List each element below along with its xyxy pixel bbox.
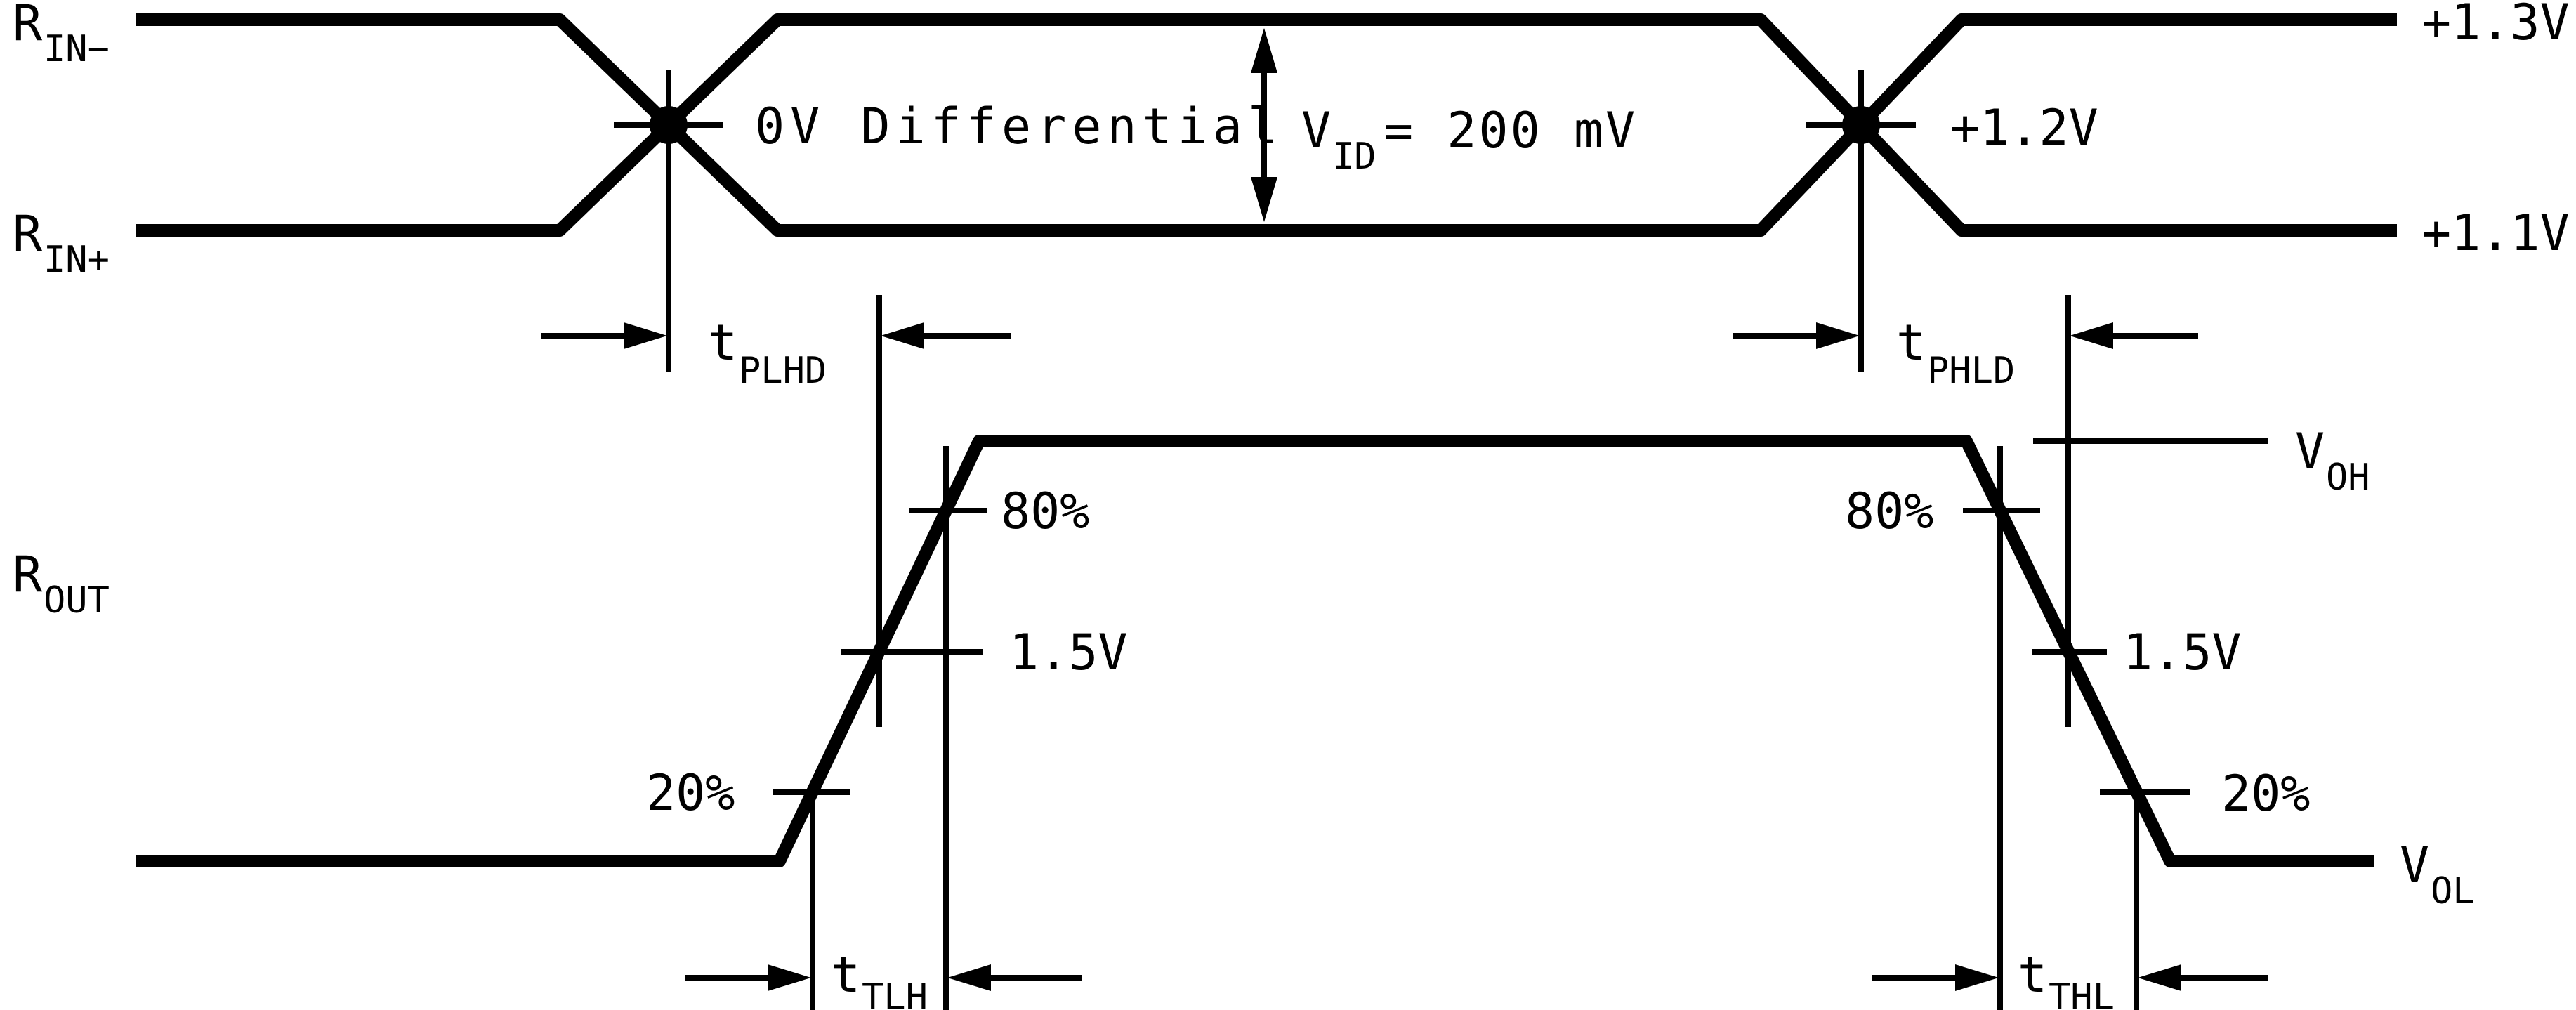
tplhd-label: t PLHD bbox=[708, 314, 827, 392]
tthl-label: t THL bbox=[2018, 946, 2115, 1010]
rin-minus-sub: IN− bbox=[44, 28, 110, 70]
rin-plus-sub: IN+ bbox=[44, 239, 110, 281]
vid-sub: ID bbox=[1332, 136, 1376, 178]
rise-1v5-label: 1.5V bbox=[1009, 624, 1128, 681]
vol-sub: OL bbox=[2431, 870, 2475, 912]
ttlh-arrowhead-left-icon bbox=[768, 964, 811, 991]
tplhd-sub: PLHD bbox=[739, 350, 827, 392]
tphld-arrowhead-left-icon bbox=[1816, 322, 1860, 349]
voh-sub: OH bbox=[2326, 457, 2370, 499]
rin-minus-label: R IN− bbox=[13, 0, 110, 70]
tphld-sub: PHLD bbox=[1927, 350, 2015, 392]
rin-minus-trace bbox=[136, 13, 2397, 237]
level-bottom-label: +1.1V bbox=[2421, 204, 2570, 262]
vid-value: = 200 mV bbox=[1384, 102, 1637, 159]
rout-label: R OUT bbox=[13, 546, 110, 622]
rise-20pct-label: 20% bbox=[646, 764, 735, 822]
rout-base: R bbox=[13, 546, 43, 603]
fall-20pct-label: 20% bbox=[2221, 765, 2310, 822]
level-top-label: +1.3V bbox=[2421, 0, 2570, 51]
rout-sub: OUT bbox=[44, 579, 110, 622]
rout-trace bbox=[136, 435, 2374, 867]
tplhd-base: t bbox=[708, 314, 737, 372]
vol-label: V OL bbox=[2400, 837, 2475, 912]
ttlh-label: t TLH bbox=[831, 946, 928, 1010]
tthl-arrowhead-left-icon bbox=[1955, 964, 1999, 991]
level-crossing-label: +1.2V bbox=[1950, 99, 2098, 157]
vid-arrowhead-up-icon bbox=[1251, 28, 1277, 73]
tthl-base: t bbox=[2018, 946, 2047, 1004]
tplhd-arrowhead-left-icon bbox=[624, 322, 667, 349]
vid-base: V bbox=[1301, 102, 1331, 159]
vid-arrowhead-down-icon bbox=[1251, 177, 1277, 222]
vid-label: V ID = 200 mV bbox=[1301, 102, 1637, 178]
tphld-label: t PHLD bbox=[1896, 314, 2015, 392]
rin-minus-base: R bbox=[13, 0, 43, 52]
rise-80pct-label: 80% bbox=[1001, 483, 1089, 540]
fall-1v5-label: 1.5V bbox=[2123, 624, 2242, 681]
ttlh-sub: TLH bbox=[862, 976, 928, 1010]
ttlh-arrowhead-right-icon bbox=[947, 964, 991, 991]
fall-80pct-label: 80% bbox=[1845, 483, 1933, 540]
rin-plus-base: R bbox=[13, 205, 43, 263]
tplhd-arrowhead-right-icon bbox=[881, 322, 924, 349]
vol-base: V bbox=[2400, 837, 2429, 894]
ttlh-base: t bbox=[831, 946, 860, 1004]
tthl-sub: THL bbox=[2049, 976, 2115, 1010]
tphld-arrowhead-right-icon bbox=[2070, 322, 2113, 349]
tthl-arrowhead-right-icon bbox=[2138, 964, 2181, 991]
rin-plus-label: R IN+ bbox=[13, 205, 110, 281]
voh-label: V OH bbox=[2295, 423, 2370, 499]
rin-plus-trace bbox=[136, 13, 2397, 237]
zero-differential-label: 0V Differential bbox=[755, 98, 1283, 155]
voh-base: V bbox=[2295, 423, 2325, 480]
tphld-base: t bbox=[1896, 314, 1926, 372]
